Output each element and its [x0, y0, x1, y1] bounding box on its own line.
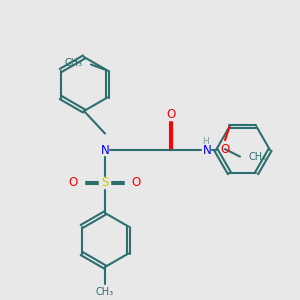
Text: O: O — [220, 142, 230, 156]
Text: CH₃: CH₃ — [96, 287, 114, 297]
Text: CH₃: CH₃ — [248, 152, 266, 162]
Text: CH₃: CH₃ — [64, 58, 82, 68]
Text: O: O — [167, 107, 176, 121]
Text: H: H — [202, 137, 209, 146]
Text: N: N — [100, 143, 109, 157]
Text: O: O — [69, 176, 78, 190]
Text: O: O — [132, 176, 141, 190]
Text: S: S — [101, 176, 109, 190]
Text: N: N — [202, 143, 211, 157]
